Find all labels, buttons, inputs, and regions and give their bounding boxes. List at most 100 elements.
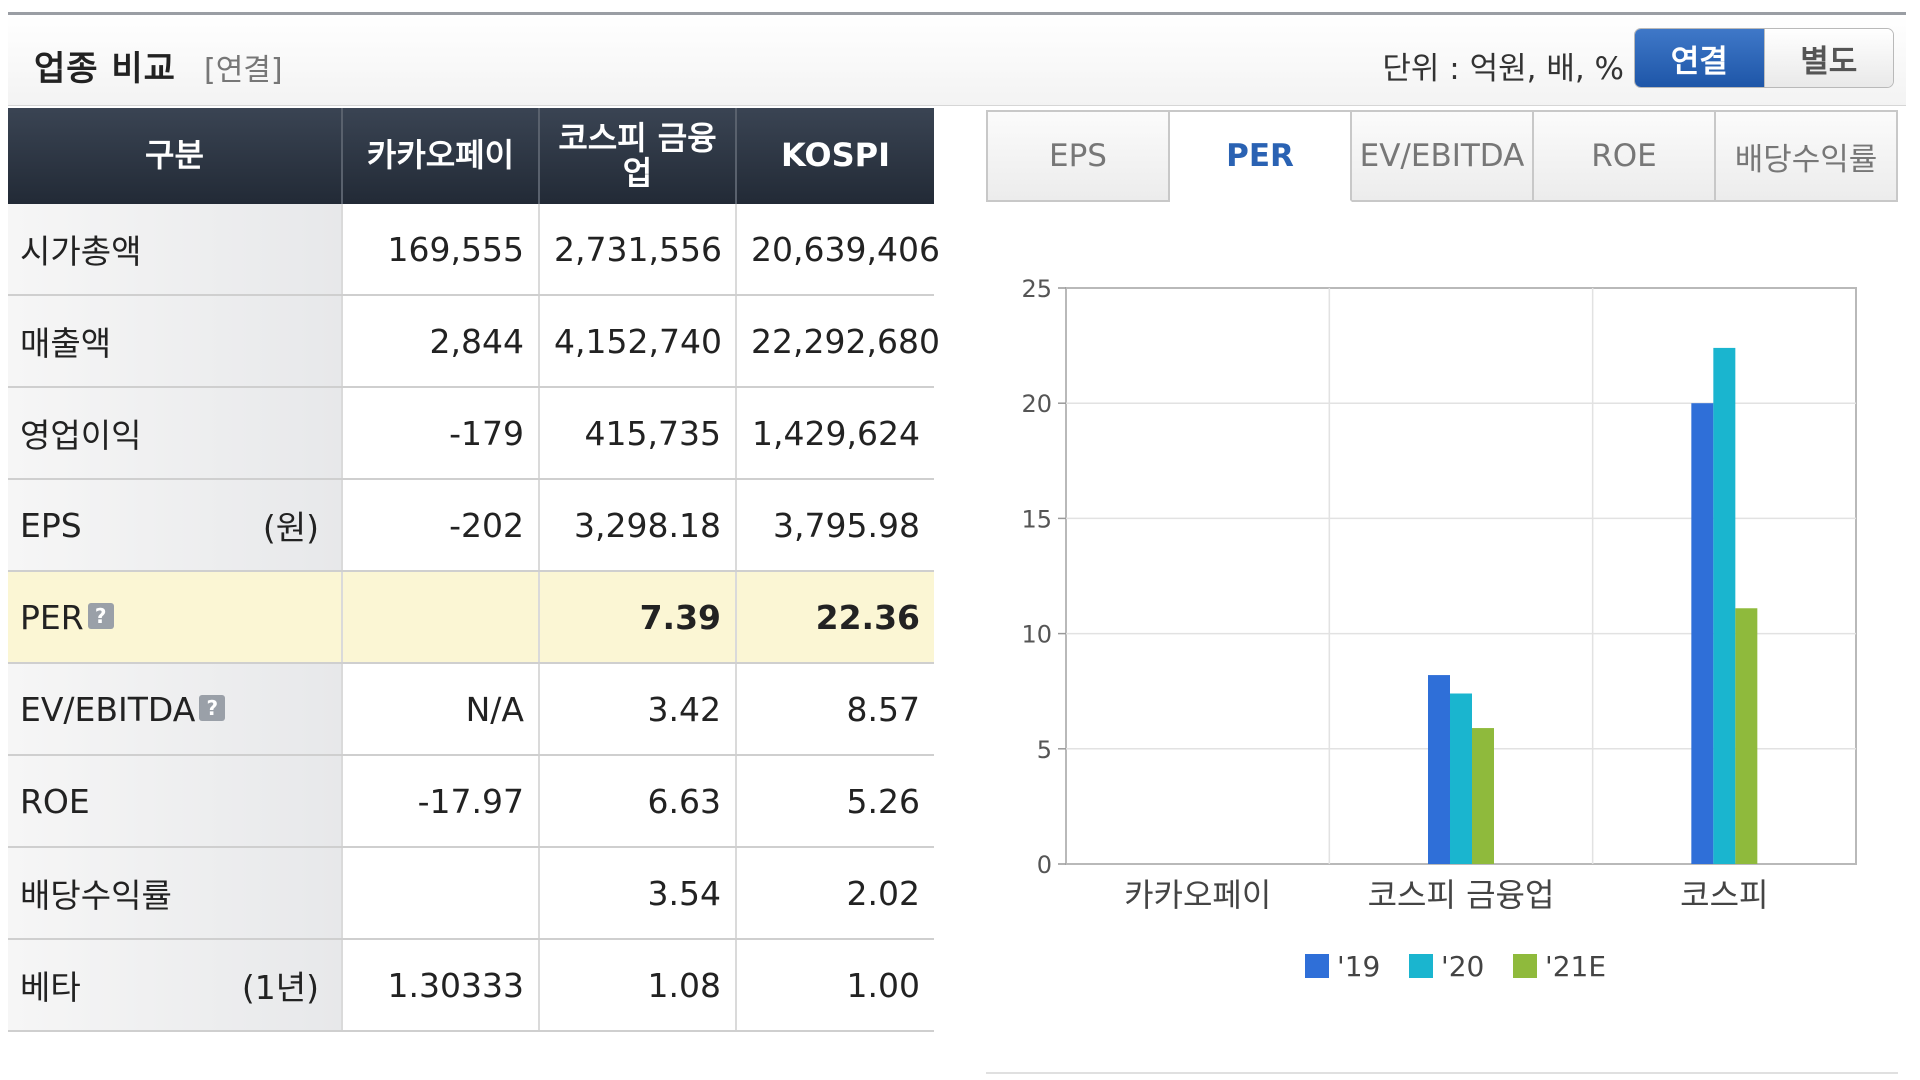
y-tick-label: 15	[1021, 505, 1052, 533]
legend-label: '20	[1441, 950, 1484, 983]
tab-per[interactable]: PER	[1170, 110, 1352, 202]
row-label: 매출액	[20, 324, 112, 363]
tab-ev-ebitda[interactable]: EV/EBITDA	[1352, 110, 1534, 202]
row-label-cell: EPS (원)	[8, 479, 343, 572]
table-cell: -202	[342, 479, 540, 572]
table-cell: N/A	[342, 663, 540, 756]
table-cell: -179	[342, 387, 540, 480]
table-cell	[342, 571, 540, 664]
row-label-cell: 배당수익률	[8, 847, 343, 940]
tab-dividend-yield[interactable]: 배당수익률	[1716, 110, 1898, 202]
table-row: PER? 7.39 22.36	[8, 571, 934, 664]
bar	[1713, 347, 1736, 864]
consolidation-toggle: 연결 별도	[1634, 28, 1894, 88]
table-cell: 1.00	[736, 939, 934, 1032]
row-label: PER	[20, 597, 84, 637]
y-tick-label: 20	[1021, 390, 1052, 418]
table-cell: 22.36	[736, 571, 934, 664]
y-tick-label: 0	[1037, 851, 1052, 879]
help-icon[interactable]: ?	[199, 694, 226, 721]
table-cell: 2,731,556	[539, 204, 737, 296]
per-bar-chart: 0 5 10 15 20 25 카카오페이 코스피 금융업 코스피 '19 '20 '21E	[1021, 275, 1857, 983]
consolidated-button[interactable]: 연결	[1635, 29, 1764, 87]
y-tick-label: 25	[1021, 275, 1052, 303]
tab-roe[interactable]: ROE	[1534, 110, 1716, 202]
bar	[1735, 608, 1758, 864]
table-row: 베타 (1년) 1.30333 1.08 1.00	[8, 939, 934, 1032]
table-cell: 1.08	[539, 939, 737, 1032]
table-cell: 1,429,624	[736, 387, 934, 480]
row-label-cell: 영업이익	[8, 387, 343, 480]
column-header-kospi-finance: 코스피 금융업	[539, 108, 737, 204]
table-cell: 3,298.18	[539, 479, 737, 572]
table-cell: 4,152,740	[539, 295, 737, 388]
table-cell: 3,795.98	[736, 479, 934, 572]
row-label: ROE	[20, 781, 90, 821]
row-unit: (1년)	[241, 968, 319, 1007]
table-header-row: 구분 카카오페이 코스피 금융업 KOSPI	[8, 108, 934, 204]
table-cell: 5.26	[736, 755, 934, 848]
table-row: EPS (원) -202 3,298.18 3,795.98	[8, 479, 934, 572]
bar	[1450, 693, 1472, 864]
table-cell: -17.97	[342, 755, 540, 848]
table-cell: 20,639,406	[736, 204, 940, 296]
row-label: EV/EBITDA	[20, 689, 196, 729]
comparison-table: 구분 카카오페이 코스피 금융업 KOSPI 시가총액 169,555 2,731,…	[8, 108, 940, 1032]
table-row: EV/EBITDA? N/A 3.42 8.57	[8, 663, 934, 756]
bar	[1428, 675, 1450, 864]
table-cell: 3.42	[539, 663, 737, 756]
table-cell: 2.02	[736, 847, 934, 940]
unit-label: 단위 : 억원, 배, %	[1382, 51, 1624, 87]
row-label: 베타	[20, 968, 81, 1007]
metric-tabs: EPS PER EV/EBITDA ROE 배당수익률	[986, 110, 1898, 202]
table-cell: 415,735	[539, 387, 737, 480]
table-cell: 6.63	[539, 755, 737, 848]
table-row: ROE -17.97 6.63 5.26	[8, 755, 934, 848]
x-tick-label: 코스피 금융업	[1368, 876, 1555, 914]
bar	[1472, 728, 1494, 864]
legend-label: '21E	[1545, 950, 1606, 983]
column-header-category: 구분	[8, 108, 343, 204]
section-subtitle: [연결]	[204, 53, 283, 88]
row-unit: (원)	[262, 508, 319, 547]
row-label: 배당수익률	[20, 876, 172, 915]
x-tick-label: 카카오페이	[1124, 876, 1271, 914]
table-cell: 3.54	[539, 847, 737, 940]
table-row: 배당수익률 3.54 2.02	[8, 847, 934, 940]
row-label-cell: EV/EBITDA?	[8, 663, 343, 756]
row-label-cell: 베타 (1년)	[8, 939, 343, 1032]
row-label-cell: 시가총액	[8, 204, 343, 296]
tab-eps[interactable]: EPS	[986, 110, 1170, 202]
top-rule	[8, 12, 1906, 15]
table-cell: 169,555	[342, 204, 540, 296]
section-header: 업종 비교 [연결] 단위 : 억원, 배, % 연결 별도	[8, 15, 1906, 106]
table-cell: 1.30333	[342, 939, 540, 1032]
table-cell	[342, 847, 540, 940]
help-icon[interactable]: ?	[87, 602, 114, 629]
legend-label: '19	[1337, 950, 1380, 983]
table-cell: 8.57	[736, 663, 934, 756]
column-header-kakaopay: 카카오페이	[342, 108, 540, 204]
legend-swatch	[1305, 954, 1329, 978]
table-row: 매출액 2,844 4,152,740 22,292,680	[8, 295, 940, 388]
y-tick-label: 5	[1037, 736, 1052, 764]
chart-bottom-rule	[986, 1072, 1898, 1074]
section-title: 업종 비교	[34, 49, 176, 89]
table-cell: 2,844	[342, 295, 540, 388]
table-cell: 22,292,680	[736, 295, 940, 388]
row-label: 영업이익	[20, 416, 142, 455]
separate-button[interactable]: 별도	[1763, 29, 1893, 87]
row-label-cell: 매출액	[8, 295, 343, 388]
table-row: 영업이익 -179 415,735 1,429,624	[8, 387, 934, 480]
row-label-cell: ROE	[8, 755, 343, 848]
legend-swatch	[1409, 954, 1433, 978]
table-cell: 7.39	[539, 571, 737, 664]
x-tick-label: 코스피	[1680, 876, 1768, 914]
row-label-cell: PER?	[8, 571, 343, 664]
row-label: EPS	[20, 505, 82, 545]
table-row: 시가총액 169,555 2,731,556 20,639,406	[8, 204, 940, 296]
y-tick-label: 10	[1021, 621, 1052, 649]
row-label: 시가총액	[20, 232, 142, 271]
column-header-kospi: KOSPI	[736, 108, 934, 204]
bar	[1691, 403, 1714, 864]
